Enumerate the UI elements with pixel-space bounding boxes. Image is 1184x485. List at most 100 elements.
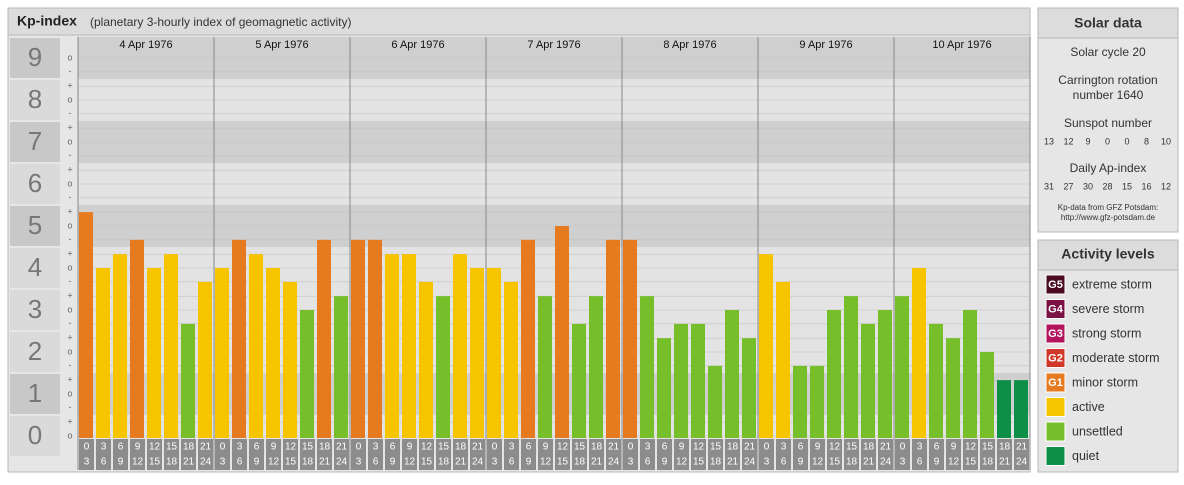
bar xyxy=(232,239,246,438)
minor-tick-label: - xyxy=(69,360,72,370)
bar xyxy=(997,380,1011,438)
bar xyxy=(555,226,569,438)
bar xyxy=(912,268,926,438)
legend-label: active xyxy=(1072,400,1105,414)
time-slot xyxy=(436,439,451,470)
time-start: 15 xyxy=(846,442,858,453)
chart-subtitle: (planetary 3-hourly index of geomagnetic… xyxy=(90,15,351,29)
legend-swatch xyxy=(1045,446,1066,466)
minor-tick-label: o xyxy=(67,388,72,398)
source: Kp-data from GFZ Potsdam: xyxy=(1058,203,1158,212)
time-start: 15 xyxy=(438,442,450,453)
time-start: 21 xyxy=(336,442,348,453)
time-end: 12 xyxy=(676,457,688,468)
chart-title: Kp-index xyxy=(17,13,77,29)
panel-title: Activity levels xyxy=(1061,246,1155,262)
bar xyxy=(980,352,994,438)
sunspot-value: 12 xyxy=(1063,136,1073,146)
solar-header xyxy=(1037,7,1179,39)
time-start: 0 xyxy=(492,442,498,453)
ap-value: 31 xyxy=(1044,181,1054,191)
minor-tick-label: - xyxy=(69,276,72,286)
bar xyxy=(759,254,773,438)
bar xyxy=(742,338,756,438)
bar xyxy=(283,281,297,438)
day-label: 8 Apr 1976 xyxy=(663,39,716,51)
time-start: 9 xyxy=(951,442,957,453)
minor-tick-label: - xyxy=(69,150,72,160)
time-end: 21 xyxy=(727,457,739,468)
legend-badge: G2 xyxy=(1048,352,1063,364)
time-end: 24 xyxy=(336,457,348,468)
time-end: 21 xyxy=(319,457,331,468)
bar xyxy=(198,281,212,438)
time-slot xyxy=(674,439,689,470)
y-label-box xyxy=(10,38,60,78)
y-label-box xyxy=(10,416,60,456)
sunspot-value: 0 xyxy=(1105,136,1110,146)
time-end: 24 xyxy=(200,457,212,468)
bar xyxy=(521,239,535,438)
time-start: 12 xyxy=(557,442,569,453)
day-label: 4 Apr 1976 xyxy=(119,39,172,51)
time-slot xyxy=(334,439,349,470)
time-end: 15 xyxy=(829,457,841,468)
time-slot xyxy=(487,439,502,470)
source: http://www.gfz-potsdam.de xyxy=(1061,213,1156,222)
time-slot xyxy=(504,439,519,470)
time-end: 15 xyxy=(693,457,705,468)
time-end: 21 xyxy=(183,457,195,468)
bar xyxy=(895,296,909,438)
y-label-box xyxy=(10,248,60,288)
time-end: 3 xyxy=(900,457,906,468)
bar xyxy=(164,254,178,438)
time-start: 12 xyxy=(285,442,297,453)
time-slot xyxy=(691,439,706,470)
time-start: 18 xyxy=(319,442,331,453)
time-start: 3 xyxy=(237,442,243,453)
y-tick-label: 9 xyxy=(28,42,42,72)
minor-tick-label: - xyxy=(69,234,72,244)
y-tick-label: 3 xyxy=(28,294,42,324)
time-slot xyxy=(657,439,672,470)
bar xyxy=(589,296,603,438)
time-slot xyxy=(317,439,332,470)
time-start: 0 xyxy=(84,442,90,453)
time-slot xyxy=(232,439,247,470)
bar xyxy=(300,310,314,438)
time-end: 6 xyxy=(373,457,379,468)
y-label-box xyxy=(10,206,60,246)
time-start: 12 xyxy=(829,442,841,453)
minor-tick-label: - xyxy=(69,66,72,76)
time-slot xyxy=(623,439,638,470)
time-start: 15 xyxy=(302,442,314,453)
time-end: 15 xyxy=(421,457,433,468)
bar xyxy=(385,254,399,438)
time-start: 18 xyxy=(455,442,467,453)
ap-value: 30 xyxy=(1083,181,1093,191)
time-start: 6 xyxy=(934,442,940,453)
time-start: 18 xyxy=(999,442,1011,453)
time-end: 12 xyxy=(540,457,552,468)
time-end: 18 xyxy=(302,457,314,468)
time-slot xyxy=(980,439,995,470)
time-start: 0 xyxy=(628,442,634,453)
minor-tick-label: o xyxy=(67,346,72,356)
time-start: 6 xyxy=(390,442,396,453)
minor-tick-label: - xyxy=(69,192,72,202)
time-end: 9 xyxy=(798,457,804,468)
day-label: 6 Apr 1976 xyxy=(391,39,444,51)
sunspot-label: Sunspot number xyxy=(1064,116,1152,130)
time-start: 9 xyxy=(815,442,821,453)
time-start: 21 xyxy=(880,442,892,453)
time-start: 3 xyxy=(101,442,107,453)
bar xyxy=(317,239,331,438)
bar xyxy=(878,310,892,438)
time-end: 21 xyxy=(591,457,603,468)
time-end: 18 xyxy=(846,457,858,468)
time-end: 24 xyxy=(1016,457,1028,468)
bar xyxy=(266,268,280,438)
time-start: 15 xyxy=(574,442,586,453)
y-tick-label: 0 xyxy=(28,420,42,450)
